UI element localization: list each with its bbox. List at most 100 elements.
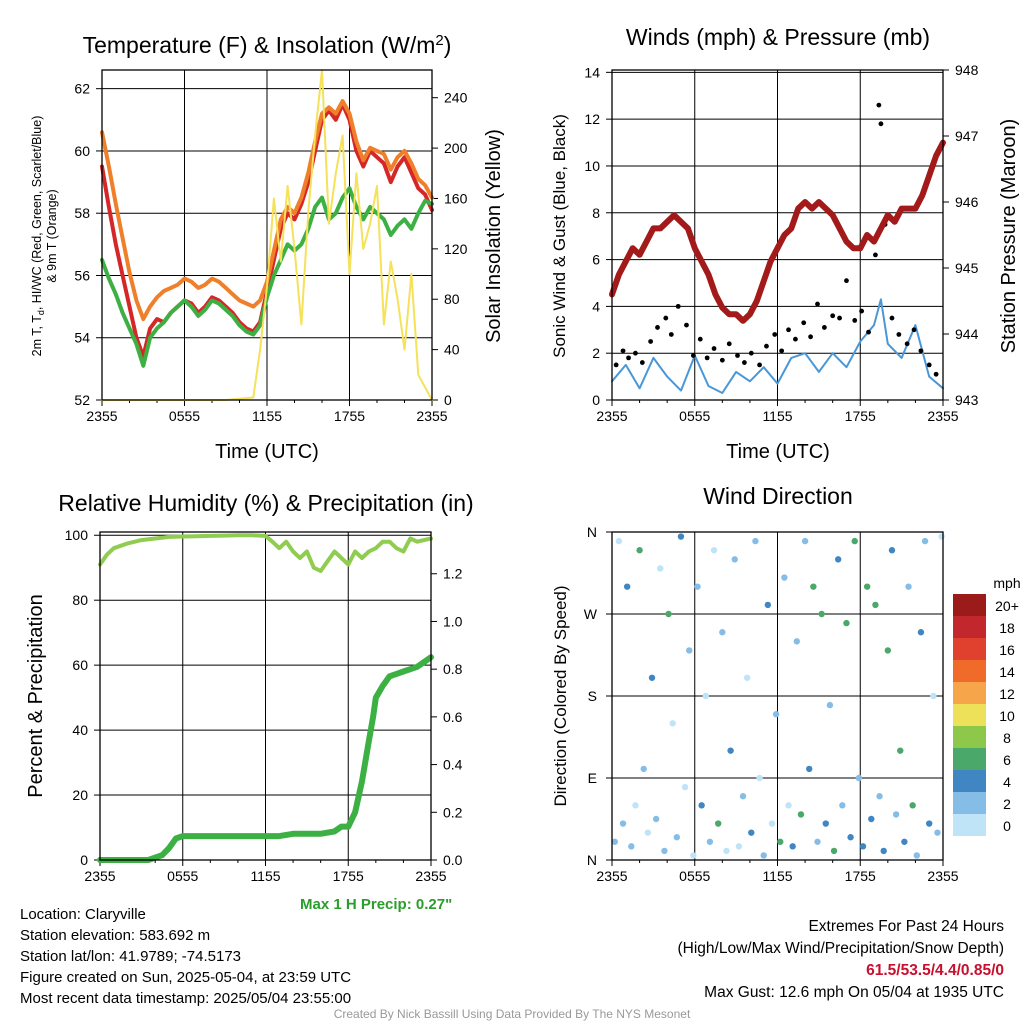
temp-ytick-label: 54 [74, 330, 90, 346]
gust-point [772, 332, 778, 337]
legend-label: 4 [1003, 774, 1011, 790]
wind-ytick-label: 10 [584, 158, 600, 174]
gust-point [815, 301, 820, 307]
gust-point [639, 360, 645, 365]
direction-point [913, 852, 920, 859]
direction-point [739, 793, 747, 800]
wind-frame [611, 69, 944, 401]
gust-point [801, 320, 807, 326]
sonic-wind-line [611, 298, 944, 394]
gust-point [675, 303, 681, 309]
direction-point [714, 820, 722, 827]
direction-point [681, 783, 689, 791]
gust-point [889, 315, 895, 321]
temp-y2tick-label: 160 [444, 190, 468, 206]
direction-point [855, 774, 863, 782]
gust-point [757, 362, 762, 368]
rh-ytick-label: 80 [72, 592, 88, 608]
gust-point [933, 371, 939, 377]
legend-label: 14 [999, 664, 1015, 680]
gust-point [808, 334, 813, 340]
speed-legend: 20+ 18 16 14 12 10 8 6 4 2 0 [953, 594, 1019, 836]
wind-ytick-label: 12 [584, 111, 600, 127]
direction-point [615, 537, 623, 545]
dir-xtick-label: 1755 [845, 868, 876, 884]
gust-point [878, 121, 884, 127]
gust-point [786, 327, 791, 333]
direction-point [901, 838, 908, 845]
direction-point [677, 533, 685, 540]
created-text: Figure created on Sun, 2025-05-04, at 23… [20, 969, 352, 986]
wind-ytick-label: 6 [592, 252, 600, 268]
direction-point [905, 583, 912, 590]
gust-point [620, 348, 626, 354]
direction-point [888, 547, 896, 554]
dir-xtick-label: 1155 [762, 868, 792, 884]
direction-point [785, 802, 792, 809]
rh-ytick-label: 100 [65, 527, 89, 543]
td-hi-wc-line [100, 186, 434, 368]
direction-point [632, 802, 639, 809]
extremes-values: 61.5/53.5/4.4/0.85/0 [866, 962, 1004, 979]
direction-point [710, 547, 718, 554]
rh-xtick-label: 2355 [84, 868, 115, 884]
rh-plot: 2355 0555 1155 1755 23550204060801000.00.20.… [65, 527, 463, 884]
gust-point [684, 322, 689, 328]
direction-point [917, 629, 925, 636]
rh-frame [99, 531, 432, 861]
temp-xtick-label: 0555 [169, 408, 200, 424]
direction-point [909, 802, 916, 809]
temp-frame [101, 69, 433, 401]
dir-ytick-label: N [587, 524, 597, 540]
direction-point [938, 533, 945, 540]
rh-ytick-label: 20 [72, 787, 88, 803]
direction-point [806, 765, 813, 773]
temp-y2tick-label: 80 [444, 291, 460, 307]
gust-point [837, 315, 842, 321]
extremes-info: Extremes For Past 24 Hours (High/Low/Max… [678, 916, 1005, 1004]
humidity-panel: Relative Humidity (%) & Precipitation (i… [25, 490, 474, 798]
dir-ytick-label: N [587, 852, 597, 868]
direction-point [768, 820, 776, 827]
gust-point [648, 339, 654, 344]
gust-point [711, 346, 717, 351]
wind-xtick-label: 1755 [845, 408, 876, 424]
recent-data-text: Most recent data timestamp: 2025/05/04 2… [20, 990, 352, 1007]
rh-y2tick-label: 0.4 [443, 757, 463, 773]
temp-xtick-label: 1155 [252, 408, 282, 424]
direction-point [801, 537, 809, 545]
direction-point [814, 838, 821, 845]
extremes-description: (High/Low/Max Wind/Precipitation/Snow De… [677, 940, 1005, 957]
dir-frame [611, 531, 944, 861]
rh-panel-title: Relative Humidity (%) & Precipitation (i… [58, 490, 473, 516]
direction-point [880, 847, 887, 855]
direction-point [818, 610, 825, 618]
direction-point [611, 838, 618, 845]
direction-point [926, 820, 933, 827]
direction-point [665, 610, 672, 618]
gust-point [726, 341, 732, 347]
direction-point [822, 820, 829, 827]
direction-point [719, 629, 726, 636]
gust-point [821, 325, 827, 330]
direction-point [859, 843, 867, 850]
rh-y2tick-label: 0.2 [443, 804, 463, 820]
wind-ytick-label: 8 [592, 205, 600, 221]
temp-xtick-label: 2355 [86, 408, 117, 424]
direction-point [930, 692, 937, 700]
wind-ytick-label: 0 [592, 392, 600, 408]
legend-label: 16 [999, 642, 1015, 658]
rh-line [98, 533, 433, 573]
gust-point [626, 355, 631, 361]
dir-xtick-label: 0555 [679, 868, 710, 884]
direction-point [897, 747, 904, 754]
legend-swatch [953, 638, 986, 660]
direction-point [826, 701, 834, 709]
legend-swatch [953, 616, 986, 638]
gust-point [911, 327, 917, 333]
temp-ylabel-line1: 2m T, Td, HI/WC (Red, Green, Scarlet/Blu… [30, 116, 46, 357]
gust-point [876, 102, 882, 108]
gust-point [633, 350, 638, 356]
wind-xtick-label: 2355 [927, 408, 958, 424]
wind-panel: Winds (mph) & Pressure (mb) Sonic Wind &… [550, 24, 1020, 463]
